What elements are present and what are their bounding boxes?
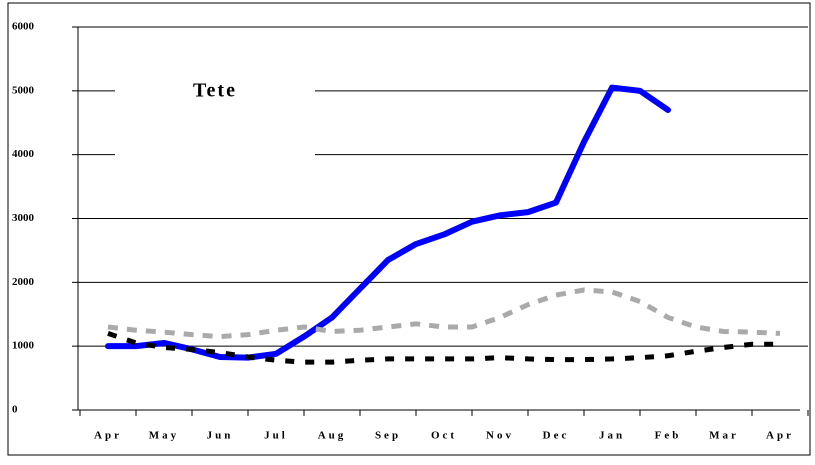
x-tick-label: Jun: [207, 430, 234, 442]
x-tick-label: May: [149, 430, 179, 442]
line-series: [107, 331, 780, 365]
x-tick-label: Oct: [431, 430, 457, 442]
annotation: Tete: [193, 80, 237, 102]
y-tick-label: 5000: [12, 84, 35, 96]
x-tick-label: Sep: [375, 430, 401, 442]
line-series: [105, 84, 671, 361]
y-tick-label: 2000: [12, 276, 35, 288]
x-tick-label: Mar: [709, 430, 739, 442]
annotation-box: [115, 70, 315, 170]
y-tick-label: 6000: [12, 21, 35, 33]
x-tick-label: Feb: [655, 430, 682, 442]
x-tick-label: Nov: [486, 430, 514, 442]
x-tick-label: Aug: [318, 430, 347, 442]
y-tick-label: 0: [12, 404, 18, 416]
y-tick-label: 4000: [12, 148, 35, 160]
y-tick-label: 3000: [12, 212, 35, 224]
x-tick-label: Apr: [766, 430, 794, 442]
x-tick-label: Jan: [599, 430, 625, 442]
x-tick-label: Jul: [264, 430, 288, 442]
x-tick-label: Apr: [94, 430, 122, 442]
x-tick-label: Dec: [543, 430, 570, 442]
y-tick-label: 1000: [12, 340, 35, 352]
line-series: [107, 287, 781, 340]
